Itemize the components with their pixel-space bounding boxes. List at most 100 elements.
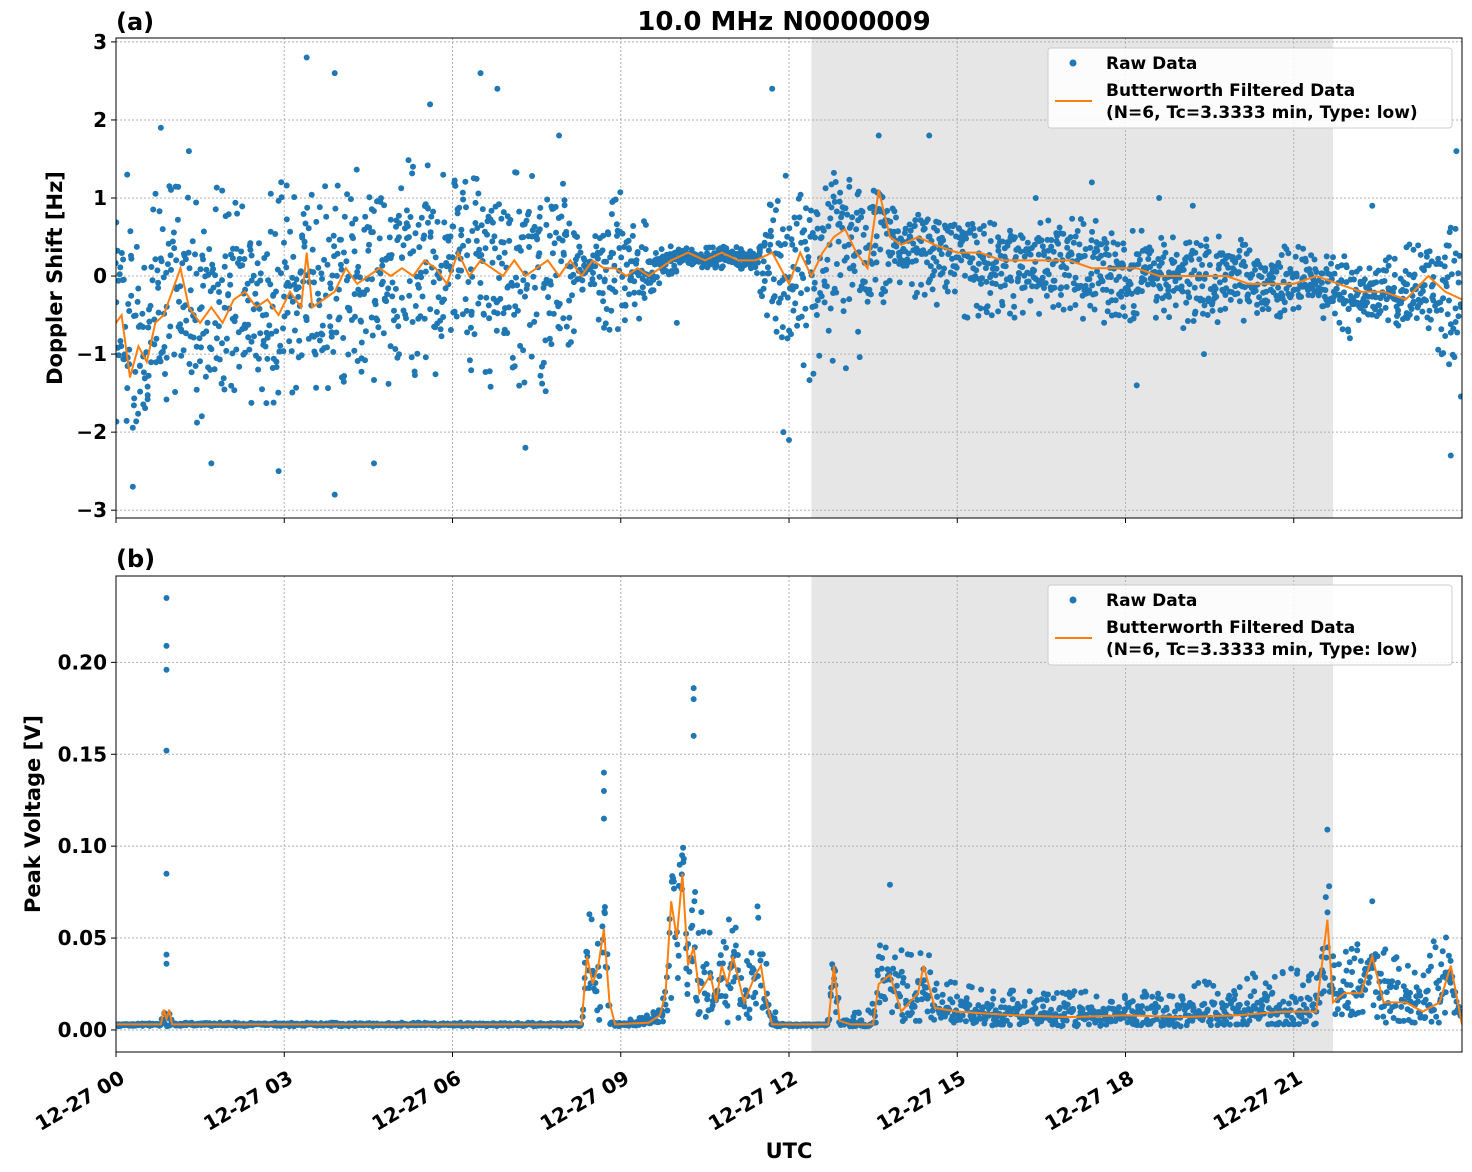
raw-data-point [631, 289, 638, 296]
raw-data-point [951, 979, 958, 986]
raw-data-point [1306, 1012, 1313, 1019]
raw-data-point [220, 375, 227, 382]
raw-data-point [385, 285, 392, 292]
raw-data-point [1236, 298, 1243, 305]
y-tick-label: 0.20 [58, 650, 107, 674]
raw-data-point [803, 322, 810, 329]
raw-data-point [836, 198, 843, 205]
raw-data-point [1407, 989, 1413, 996]
raw-data-point [959, 1012, 966, 1019]
raw-data-point [1330, 953, 1337, 960]
raw-data-point [447, 233, 454, 240]
raw-data-point [1424, 987, 1431, 994]
raw-data-point [545, 294, 552, 301]
raw-data-point [513, 274, 519, 281]
raw-data-point [1192, 308, 1199, 315]
raw-data-point [1227, 296, 1234, 303]
raw-data-point [494, 310, 501, 317]
raw-data-point [1009, 996, 1016, 1003]
raw-data-point [1419, 288, 1426, 295]
raw-data-point [1382, 304, 1389, 311]
raw-data-point [404, 223, 411, 230]
raw-data-point [142, 405, 149, 412]
raw-data-point [1411, 969, 1418, 976]
raw-data-point [424, 162, 431, 169]
raw-data-point [1108, 230, 1115, 237]
raw-data-point [816, 352, 823, 359]
raw-data-point [849, 214, 856, 221]
raw-data-point [1163, 1006, 1170, 1013]
raw-data-point [984, 303, 991, 310]
raw-data-point [190, 334, 197, 341]
raw-data-point [1432, 944, 1439, 951]
raw-data-point [790, 307, 797, 314]
raw-data-point [1414, 304, 1421, 311]
raw-data-point [808, 207, 814, 214]
raw-data-point [879, 955, 886, 961]
raw-data-point [951, 271, 958, 278]
raw-data-point [855, 328, 862, 335]
raw-data-point [1436, 977, 1443, 984]
raw-data-point [334, 182, 341, 189]
raw-data-point [486, 368, 493, 375]
raw-data-point [975, 260, 982, 267]
raw-data-point [248, 277, 255, 284]
raw-data-point [210, 284, 217, 291]
raw-data-point [1058, 284, 1065, 291]
raw-data-point [387, 343, 394, 350]
raw-data-point [973, 267, 980, 274]
raw-data-point [182, 256, 189, 263]
raw-data-point [286, 338, 293, 345]
raw-data-point [158, 258, 165, 265]
raw-data-outlier [1133, 382, 1140, 389]
raw-data-point [1135, 251, 1142, 258]
raw-data-point [433, 309, 440, 315]
raw-data-point [732, 924, 739, 931]
raw-data-point [361, 291, 367, 297]
raw-data-point [530, 273, 537, 280]
raw-data-point [1380, 1013, 1387, 1020]
raw-data-point [125, 301, 132, 307]
raw-data-point [594, 940, 601, 947]
raw-data-point [1395, 322, 1402, 329]
raw-data-point [120, 276, 127, 283]
raw-data-point [811, 285, 818, 292]
raw-data-point [182, 330, 189, 337]
raw-data-point [263, 311, 270, 318]
raw-data-point [154, 267, 161, 274]
panel-b-legend-raw-marker [1069, 596, 1077, 604]
raw-data-point [641, 295, 648, 301]
raw-data-point [1172, 278, 1179, 285]
raw-data-point [1236, 984, 1243, 991]
raw-data-point [343, 258, 350, 265]
raw-data-point [1248, 1007, 1255, 1014]
raw-data-point [1375, 267, 1382, 274]
raw-data-point [1122, 995, 1128, 1002]
raw-data-point [1398, 1003, 1405, 1010]
raw-data-point [843, 254, 850, 261]
raw-data-point [591, 281, 598, 288]
raw-data-point [1197, 242, 1204, 249]
raw-data-point [1415, 242, 1422, 249]
raw-data-point [192, 363, 199, 369]
raw-data-point [256, 240, 262, 247]
raw-data-point [968, 255, 975, 262]
raw-data-point [599, 247, 606, 254]
raw-data-point [567, 263, 574, 270]
raw-data-point [301, 243, 308, 250]
raw-data-point [1324, 909, 1331, 916]
raw-data-point [362, 213, 369, 220]
raw-data-point [206, 246, 213, 253]
raw-data-point [1133, 1018, 1140, 1025]
raw-data-point [1404, 962, 1411, 969]
raw-data-point [953, 264, 960, 271]
raw-data-point [340, 378, 347, 385]
raw-data-outlier [208, 460, 215, 467]
raw-data-point [1231, 996, 1238, 1003]
raw-data-point [1192, 249, 1199, 256]
raw-data-point [229, 255, 236, 262]
raw-data-point [245, 334, 252, 341]
raw-data-point [477, 294, 484, 301]
raw-data-point [1204, 1006, 1211, 1013]
raw-data-point [396, 351, 402, 358]
